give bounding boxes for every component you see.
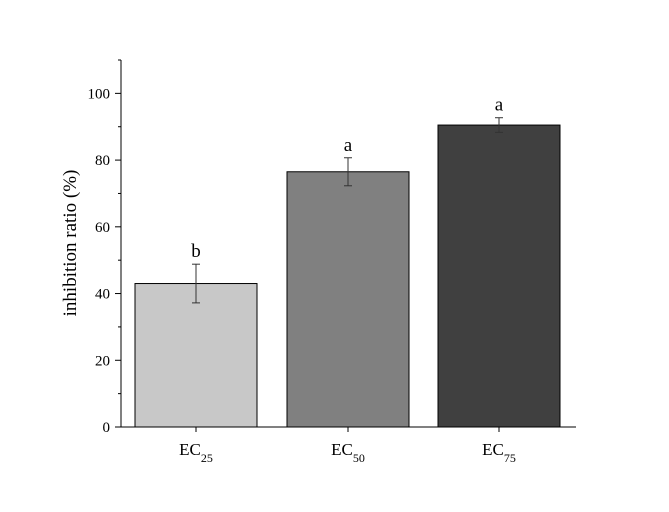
x-tick-label-1: EC50	[331, 440, 365, 465]
x-ticks: EC25 EC50 EC75	[179, 427, 516, 465]
y-ticks: 0 20 40 60 80 100	[88, 59, 121, 436]
y-tick-label-0: 0	[103, 420, 111, 436]
significance-label-1: a	[344, 135, 353, 156]
significance-label-2: a	[495, 95, 504, 116]
significance-labels: b a a	[191, 95, 504, 262]
x-tick-label-0: EC25	[179, 440, 213, 465]
y-axis-title: inhibition ratio (%)	[60, 170, 81, 317]
significance-label-0: b	[191, 241, 201, 262]
y-tick-label-80: 80	[95, 153, 110, 169]
bar-0	[134, 283, 258, 428]
error-bars	[192, 117, 503, 304]
y-tick-label-60: 60	[95, 220, 110, 236]
bar-1	[286, 171, 410, 428]
y-tick-label-20: 20	[95, 353, 110, 369]
y-tick-label-100: 100	[88, 86, 111, 102]
x-tick-label-2: EC75	[482, 440, 516, 465]
bar-2	[437, 124, 561, 428]
y-tick-label-40: 40	[95, 287, 110, 303]
